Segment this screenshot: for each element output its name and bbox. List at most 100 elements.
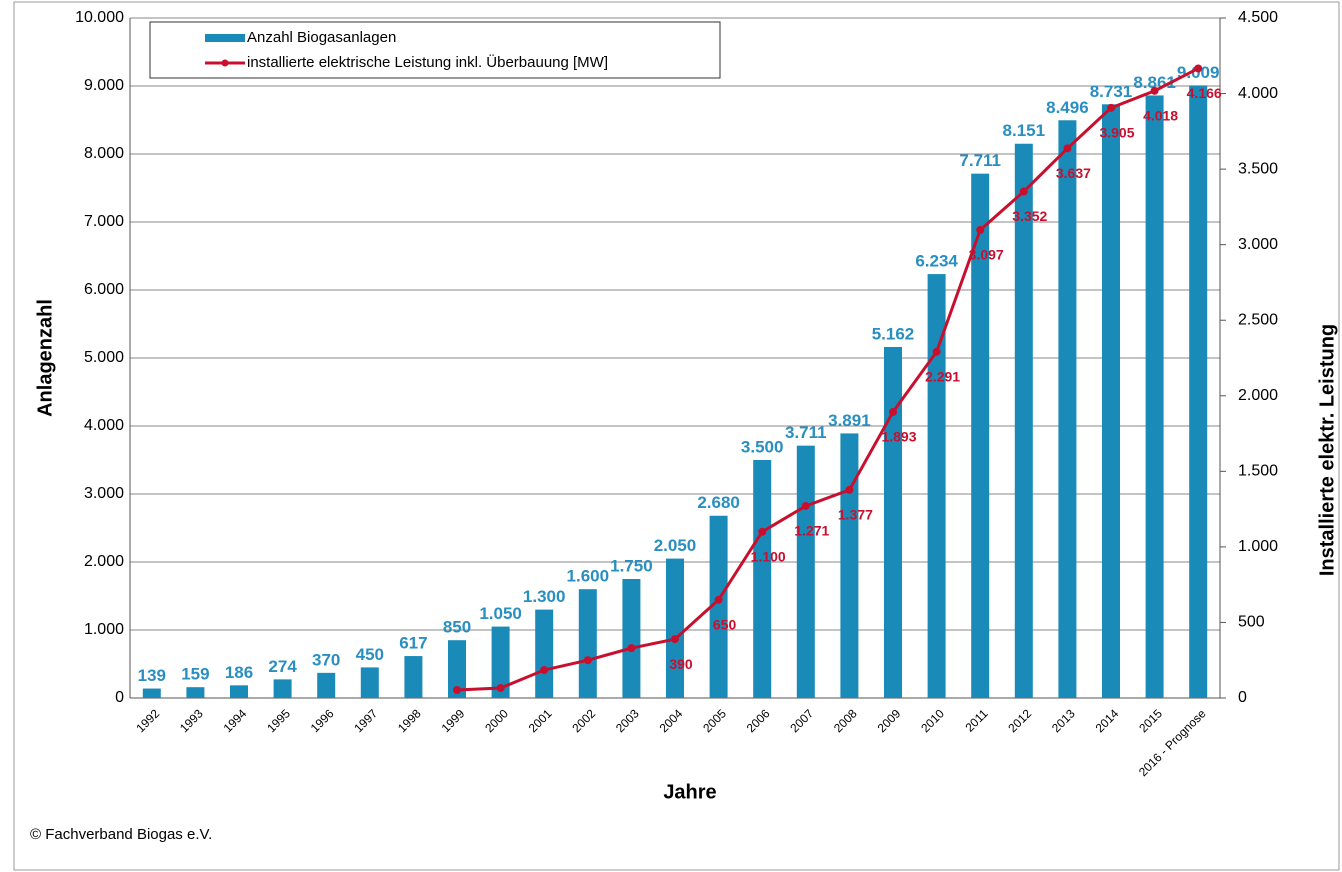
chart-frame bbox=[13, 1, 1340, 871]
x-tick-label: 2011 bbox=[962, 706, 990, 734]
bar bbox=[1145, 95, 1164, 698]
x-tick-label: 2001 bbox=[526, 706, 555, 735]
bar-value-label: 1.300 bbox=[523, 587, 566, 606]
bar bbox=[317, 672, 336, 698]
bar-value-label: 159 bbox=[181, 665, 209, 684]
line-value-label: 1.271 bbox=[794, 523, 829, 539]
bar-value-label: 617 bbox=[399, 634, 427, 653]
line-marker bbox=[801, 501, 810, 510]
y-tick-label: 1.000 bbox=[84, 621, 124, 638]
bar-value-label: 370 bbox=[312, 650, 340, 669]
line-value-label: 3.352 bbox=[1012, 208, 1047, 224]
y2-tick-label: 1.000 bbox=[1238, 538, 1278, 555]
y2-tick-label: 4.500 bbox=[1238, 9, 1278, 26]
x-tick-label: 1998 bbox=[395, 706, 424, 735]
line-value-label: 2.291 bbox=[925, 369, 960, 385]
bar bbox=[1189, 85, 1208, 698]
line-marker bbox=[583, 656, 592, 665]
bar bbox=[142, 688, 161, 698]
bar bbox=[709, 515, 728, 698]
y2-tick-label: 2.500 bbox=[1238, 311, 1278, 328]
bar bbox=[622, 579, 641, 698]
y2-tick-label: 0 bbox=[1238, 689, 1247, 706]
bar-value-label: 6.234 bbox=[915, 252, 958, 271]
line-value-label: 1.377 bbox=[838, 507, 873, 523]
y-tick-label: 0 bbox=[115, 689, 124, 706]
x-tick-label: 2015 bbox=[1136, 706, 1165, 735]
x-tick-label: 2012 bbox=[1005, 706, 1034, 735]
bar bbox=[927, 274, 946, 698]
bar bbox=[1058, 120, 1077, 699]
line-marker bbox=[627, 644, 636, 653]
bar-value-label: 1.750 bbox=[610, 556, 653, 575]
x-tick-label: 1995 bbox=[264, 706, 293, 735]
bar-value-label: 5.162 bbox=[872, 324, 915, 343]
y-tick-label: 4.000 bbox=[84, 417, 124, 434]
y-tick-label: 6.000 bbox=[84, 281, 124, 298]
x-tick-label: 2003 bbox=[613, 706, 642, 735]
bar-value-label: 3.500 bbox=[741, 437, 784, 456]
x-tick-label: 1999 bbox=[439, 706, 468, 735]
line-marker bbox=[845, 485, 854, 494]
x-tick-label: 2008 bbox=[831, 706, 860, 735]
y2-tick-label: 1.500 bbox=[1238, 463, 1278, 480]
line-value-label: 1.100 bbox=[751, 548, 786, 564]
bar bbox=[273, 679, 292, 698]
line-marker bbox=[889, 407, 897, 416]
x-tick-label: 1994 bbox=[221, 706, 250, 735]
x-tick-label: 2013 bbox=[1049, 706, 1078, 735]
bar bbox=[666, 558, 684, 698]
y-tick-label: 9.000 bbox=[84, 77, 124, 94]
bar-value-label: 139 bbox=[138, 666, 166, 685]
x-axis-title: Jahre bbox=[663, 781, 716, 803]
legend-marker bbox=[221, 59, 229, 67]
bar-value-label: 274 bbox=[268, 657, 297, 676]
x-tick-label: 2007 bbox=[787, 706, 816, 735]
legend-label: Anzahl Biogasanlagen bbox=[247, 29, 396, 46]
y2-tick-label: 3.500 bbox=[1238, 160, 1278, 177]
x-tick-label: 2002 bbox=[569, 706, 598, 735]
legend-label: installierte elektrische Leistung inkl. … bbox=[247, 53, 608, 71]
bar-value-label: 8.151 bbox=[1003, 121, 1046, 140]
bar bbox=[186, 687, 205, 698]
line-marker bbox=[1063, 144, 1072, 153]
x-tick-label: 1997 bbox=[351, 706, 380, 735]
line-marker bbox=[1150, 86, 1159, 95]
bar bbox=[1014, 143, 1033, 698]
line-marker bbox=[932, 347, 941, 356]
source-note: © Fachverband Biogas e.V. bbox=[30, 826, 212, 843]
line-marker bbox=[976, 226, 985, 235]
line bbox=[456, 67, 1199, 692]
bar-value-label: 186 bbox=[225, 663, 253, 682]
y-tick-label: 7.000 bbox=[84, 213, 124, 230]
bar bbox=[840, 433, 859, 698]
x-tick-label: 2014 bbox=[1093, 706, 1122, 735]
legend-box bbox=[149, 21, 721, 79]
y-tick-label: 2.000 bbox=[84, 553, 124, 570]
bar-value-label: 850 bbox=[443, 618, 471, 637]
line-value-label: 3.637 bbox=[1056, 165, 1091, 181]
line-marker bbox=[758, 527, 767, 536]
bar-value-label: 1.600 bbox=[567, 567, 610, 586]
bar bbox=[1102, 104, 1120, 699]
line-value-label: 650 bbox=[713, 616, 737, 632]
bar bbox=[230, 685, 248, 698]
bar bbox=[753, 460, 772, 698]
y-tick-label: 3.000 bbox=[84, 485, 124, 502]
line-marker bbox=[1194, 64, 1203, 73]
line-value-label: 3.097 bbox=[969, 247, 1004, 263]
bar bbox=[796, 445, 815, 698]
bar-value-label: 2.050 bbox=[654, 536, 697, 555]
y2-tick-label: 500 bbox=[1238, 614, 1265, 631]
x-tick-label: 2006 bbox=[744, 706, 773, 735]
x-tick-label: 2005 bbox=[700, 706, 729, 735]
y2-tick-label: 2.000 bbox=[1238, 387, 1278, 404]
bar bbox=[884, 346, 902, 698]
y2-axis-title: Installierte elektr. Leistung bbox=[1316, 324, 1338, 576]
y2-tick-label: 3.000 bbox=[1238, 236, 1278, 253]
line-marker bbox=[540, 666, 549, 675]
line-marker bbox=[671, 635, 679, 644]
bar-value-label: 7.711 bbox=[959, 151, 1001, 170]
line-marker bbox=[453, 685, 461, 694]
